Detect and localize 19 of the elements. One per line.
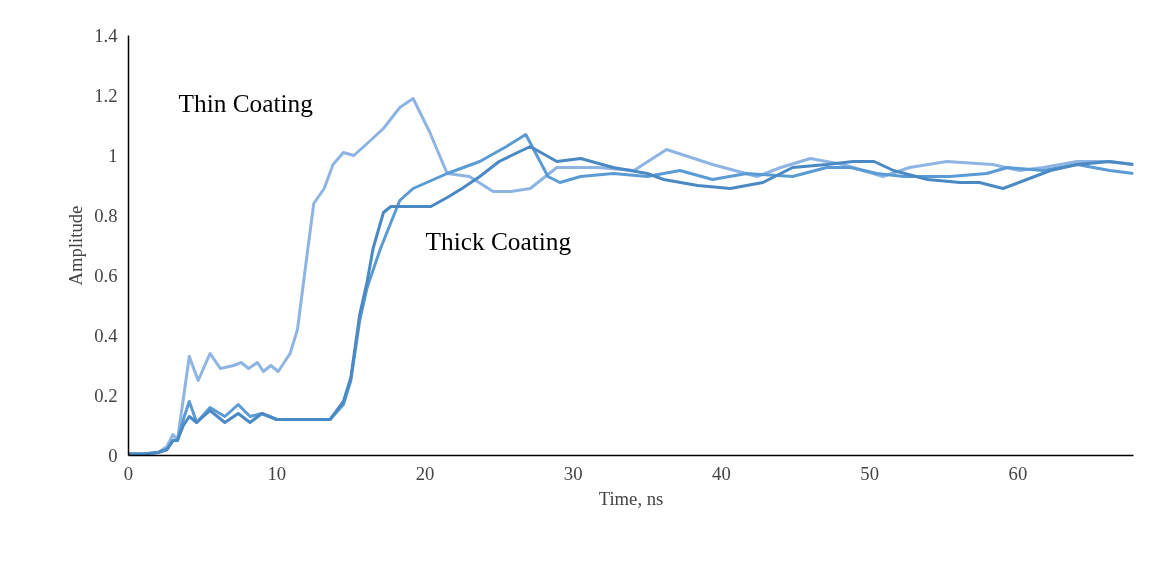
x-tick-label: 60 <box>1008 462 1028 484</box>
y-axis-title: Amplitude <box>65 205 87 286</box>
y-tick-label: 1.2 <box>94 85 118 106</box>
x-tick-label: 30 <box>563 462 583 484</box>
y-tick-label: 0.4 <box>94 325 119 346</box>
annotation: Thin Coating <box>178 88 314 117</box>
x-tick-label: 10 <box>267 462 287 484</box>
x-tick-label: 40 <box>712 462 731 484</box>
x-tick-label: 50 <box>860 462 879 484</box>
y-tick-label: 0.8 <box>94 205 118 226</box>
y-tick-label: 1.4 <box>94 25 119 46</box>
x-axis-title: Time, ns <box>598 487 664 509</box>
y-tick-label: 0.2 <box>94 385 118 406</box>
x-tick-label: 20 <box>415 462 435 484</box>
y-tick-label: 1 <box>108 145 118 166</box>
annotation: Thick Coating <box>425 226 572 255</box>
y-tick-label: 0.6 <box>94 265 118 286</box>
y-tick-label: 0 <box>108 445 118 466</box>
x-tick-label: 0 <box>123 462 134 484</box>
